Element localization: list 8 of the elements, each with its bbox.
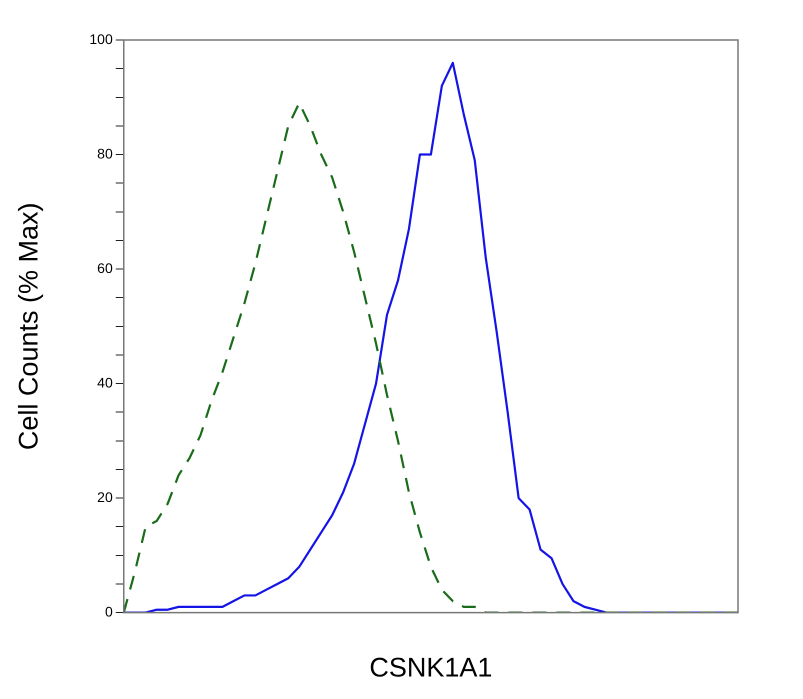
y-tick-label: 100 bbox=[89, 30, 113, 47]
y-tick-label: 20 bbox=[97, 488, 113, 505]
y-tick-label: 80 bbox=[97, 145, 113, 162]
y-axis-title: Cell Counts (% Max) bbox=[14, 202, 44, 450]
y-tick-label: 60 bbox=[97, 260, 113, 276]
x-axis-title: CSNK1A1 bbox=[369, 652, 492, 682]
y-tick-label: 0 bbox=[104, 603, 113, 620]
y-tick-label: 40 bbox=[97, 374, 113, 390]
